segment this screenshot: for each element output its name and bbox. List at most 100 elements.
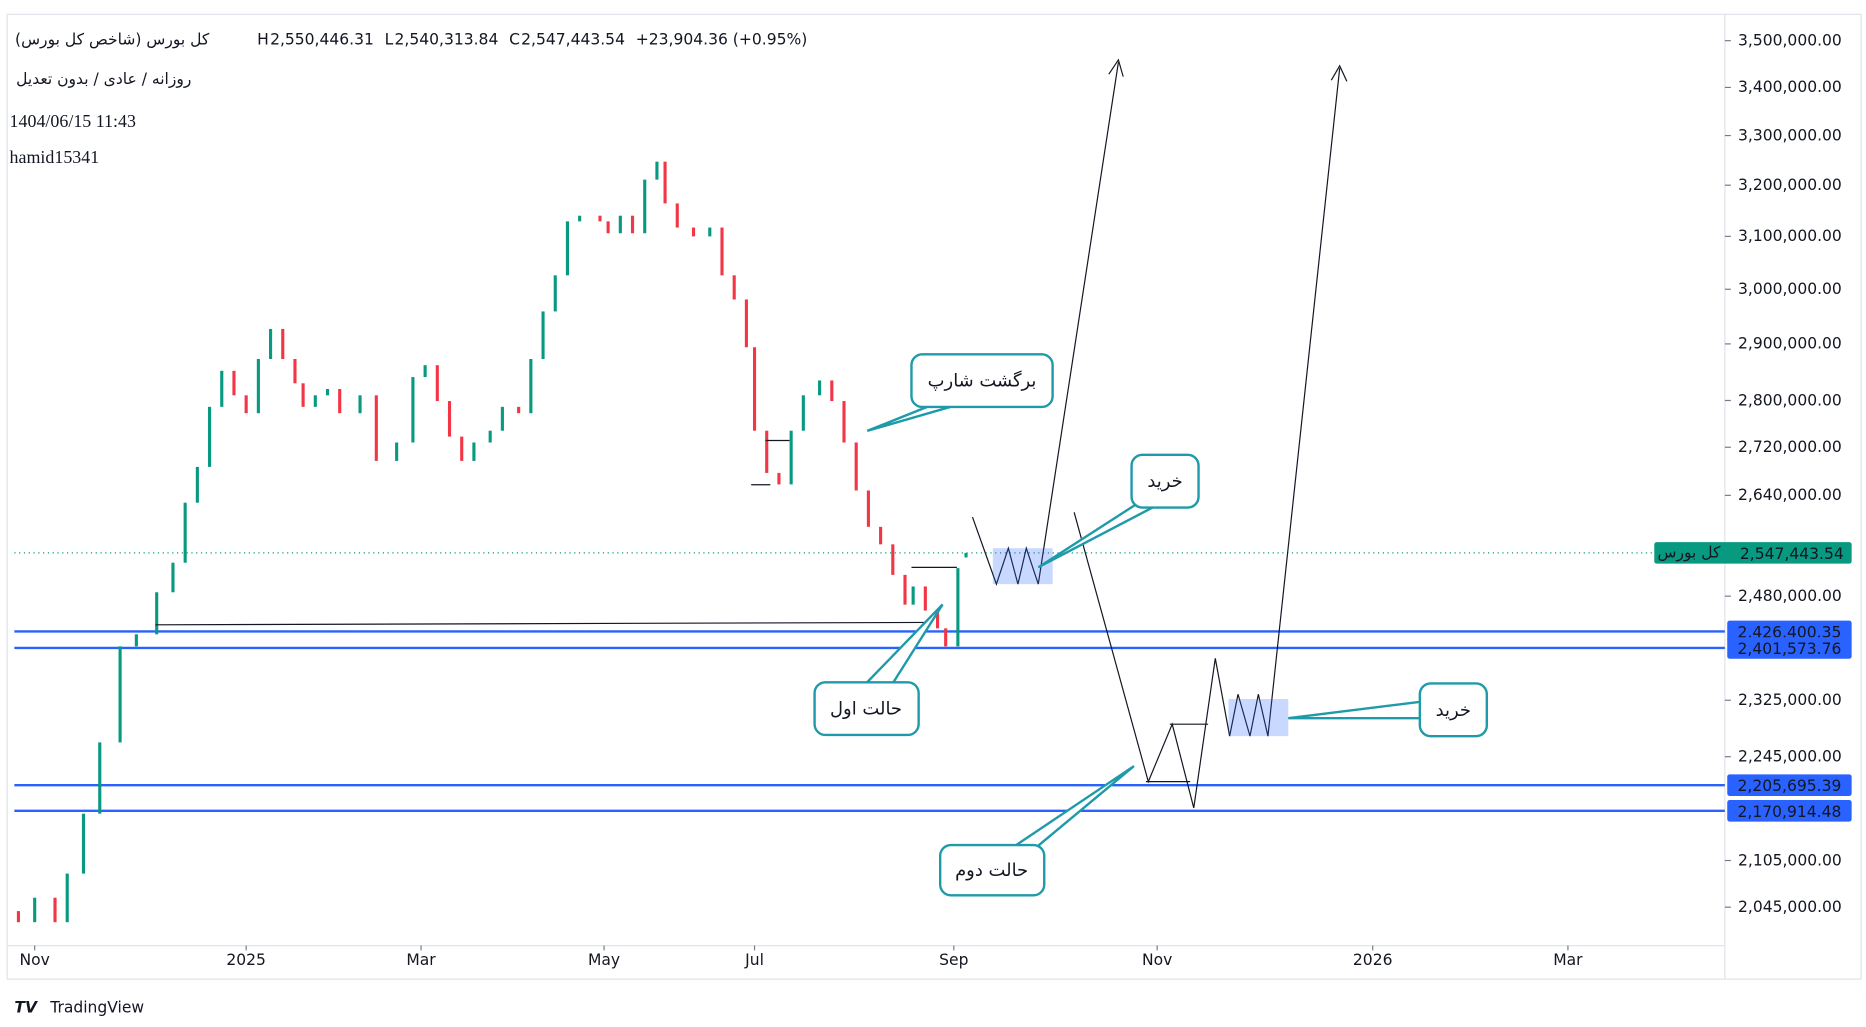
candle-body [411, 377, 415, 443]
candle-body [565, 221, 570, 276]
candle-body [708, 227, 712, 237]
callout-box [938, 843, 1046, 897]
brand: 𝙏𝙑 TradingView [14, 999, 144, 1017]
callouts [813, 353, 1489, 897]
candle-body [472, 442, 476, 461]
candle-body [16, 911, 20, 923]
callout-box [1418, 682, 1489, 738]
arrow-head [1108, 58, 1124, 77]
candle-body [155, 592, 159, 635]
header-values: H 2,550,446.31 L 2,540,313.84 C 2,547,443.54 +… [257, 30, 807, 48]
annotation: حالت دوم [955, 860, 1028, 881]
header-value: 2,550,446.31 [270, 30, 374, 48]
header-label: C [509, 30, 520, 48]
annotation: خرید [1147, 471, 1182, 492]
candle-body [956, 568, 960, 647]
y-tick-label: 2,045,000.00 [1738, 898, 1842, 916]
x-tick-label: Nov [20, 951, 50, 969]
candle-body [183, 502, 187, 563]
candle-body [935, 610, 940, 629]
candle-body [801, 395, 805, 431]
projection-path [971, 62, 1119, 586]
candle-body [118, 646, 122, 743]
last-price-tag [1654, 542, 1852, 564]
x-tick-label: 2025 [226, 951, 266, 969]
header-value: 2,547,443.54 [521, 30, 625, 48]
candle-body [818, 380, 822, 396]
y-tick-label: 2,640,000.00 [1738, 486, 1842, 504]
candle-body [301, 383, 305, 407]
x-tick-label: Sep [939, 951, 968, 969]
candle-body [98, 742, 102, 814]
callout-box [813, 681, 920, 737]
candle-body [720, 227, 724, 276]
y-tick-label: 3,300,000.00 [1738, 126, 1842, 144]
level-label: 2,170,914.48 [1738, 803, 1842, 821]
candle-body [752, 347, 757, 431]
y-tick-label: 2,245,000.00 [1738, 747, 1842, 765]
candle-body [244, 395, 248, 414]
level-tag [1727, 637, 1852, 659]
x-tick-label: Mar [1553, 951, 1583, 969]
candle-body [911, 586, 915, 605]
candle-body [691, 227, 696, 237]
annotation: خرید [1436, 700, 1471, 721]
annotation: برگشت شارپ [928, 370, 1037, 392]
annotation: حالت اول [830, 699, 902, 720]
y-tick-label: 3,200,000.00 [1738, 176, 1842, 194]
candle-body [269, 328, 273, 359]
candle-body [208, 406, 212, 467]
candle-body [374, 395, 378, 461]
candle-body [53, 897, 57, 923]
candle-body [220, 370, 224, 407]
candle-body [232, 370, 236, 396]
date: 1404/06/15 11:43 [10, 111, 136, 131]
levels: 2,426,400.352,401,573.76 2,205,695.39 2,17… [14, 542, 1852, 822]
candle-body [866, 490, 870, 527]
callout-box [910, 353, 1054, 409]
candle-body [460, 436, 464, 461]
y-tick-label: 2,105,000.00 [1738, 851, 1842, 869]
y-tick-label: 2,800,000.00 [1738, 391, 1842, 409]
level-label: 2,401,573.76 [1738, 640, 1842, 658]
candle-body [256, 358, 260, 414]
candle-body [395, 442, 399, 461]
y-tick-label: 2,480,000.00 [1738, 587, 1842, 605]
candle-body [643, 179, 647, 234]
brand-name: TradingView [49, 999, 144, 1017]
candle-body [313, 395, 317, 407]
candle-body [195, 466, 199, 503]
candle-body [854, 442, 858, 491]
candle-body [842, 401, 846, 443]
x-tick-label: Mar [406, 951, 436, 969]
candle-body [830, 380, 834, 402]
x-tick-label: 2026 [1353, 951, 1393, 969]
candle-body [789, 430, 793, 485]
chart-title: کل بورس (شاخص کل بورس) [15, 30, 210, 49]
candle-body [944, 628, 948, 647]
buy-zone [992, 548, 1053, 585]
trend-line [155, 621, 928, 626]
candle-body [618, 215, 622, 234]
candle-body [134, 634, 138, 647]
candle-body [325, 389, 330, 396]
y-tick-label: 3,100,000.00 [1738, 227, 1842, 245]
header-label: L [385, 30, 394, 48]
candle-body [81, 813, 86, 874]
candle-body [293, 358, 297, 384]
candle-body [732, 275, 736, 300]
callout-box [1130, 453, 1200, 509]
x-tick-label: Nov [1142, 951, 1172, 969]
candle-body [423, 365, 427, 378]
candle-body [923, 586, 927, 611]
drawings [155, 58, 1348, 809]
level-tag [1727, 774, 1852, 796]
author: hamid15341 [10, 147, 100, 167]
candle-body [33, 897, 37, 923]
candle-body [630, 215, 635, 234]
x-tick-label: Jul [744, 951, 764, 969]
last-price-label: 2,547,443.54 [1740, 545, 1844, 563]
candle-body [879, 526, 883, 545]
candle-body [655, 161, 659, 180]
